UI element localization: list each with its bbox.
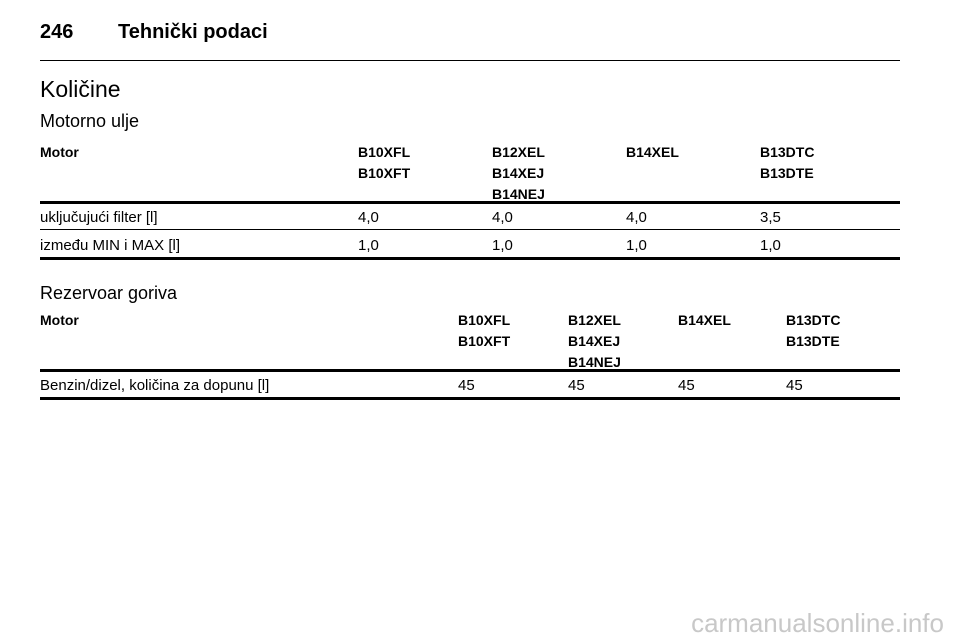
table-cell: uključujući filter [l]: [40, 209, 158, 226]
engine-code: B13DTE: [786, 333, 840, 349]
engine-code: B12XEL: [492, 144, 545, 160]
table-header-cell: Motor: [40, 312, 79, 328]
table-cell: 45: [568, 377, 585, 394]
engine-code: B10XFT: [358, 165, 411, 181]
table-cell: 1,0: [358, 237, 379, 254]
table-rule: [40, 229, 900, 230]
engine-code: B14XEJ: [568, 333, 621, 349]
engine-code: B10XFT: [458, 333, 511, 349]
header-rule: [40, 60, 900, 61]
engine-code: B14XEL: [626, 144, 679, 160]
engine-code: B14XEJ: [492, 165, 545, 181]
engine-code: B14XEL: [678, 312, 731, 328]
table-header-cell: Motor: [40, 144, 79, 160]
subsection-title: Rezervoar goriva: [40, 283, 178, 303]
table-cell: 1,0: [626, 237, 647, 254]
table-cell: 1,0: [492, 237, 513, 254]
engine-code: B13DTC: [786, 312, 841, 328]
engine-code: B12XEL: [568, 312, 621, 328]
engine-code: B13DTC: [760, 144, 815, 160]
table-rule: [40, 257, 900, 260]
engine-code: B10XFL: [458, 312, 511, 328]
table-cell: 4,0: [358, 209, 379, 226]
page-number: 246: [40, 21, 74, 43]
table-rule: [40, 369, 900, 372]
page-title: Tehnički podaci: [118, 21, 268, 43]
section-title: Količine: [40, 76, 121, 102]
table-cell: 45: [458, 377, 475, 394]
engine-code: B13DTE: [760, 165, 814, 181]
engine-code: B10XFL: [358, 144, 411, 160]
engine-code: B14NEJ: [492, 186, 545, 202]
watermark: carmanualsonline.info: [691, 608, 944, 638]
subsection-title: Motorno ulje: [40, 111, 140, 131]
table-rule: [40, 397, 900, 400]
table-cell: između MIN i MAX [l]: [40, 237, 181, 254]
table-cell: 45: [678, 377, 695, 394]
table-cell: 45: [786, 377, 803, 394]
table-rule: [40, 201, 900, 204]
table-cell: Benzin/dizel, količina za dopunu [l]: [40, 377, 270, 394]
table-cell: 4,0: [626, 209, 647, 226]
table-cell: 1,0: [760, 237, 781, 254]
table-cell: 4,0: [492, 209, 513, 226]
engine-code: B14NEJ: [568, 354, 621, 370]
table-cell: 3,5: [760, 209, 781, 226]
